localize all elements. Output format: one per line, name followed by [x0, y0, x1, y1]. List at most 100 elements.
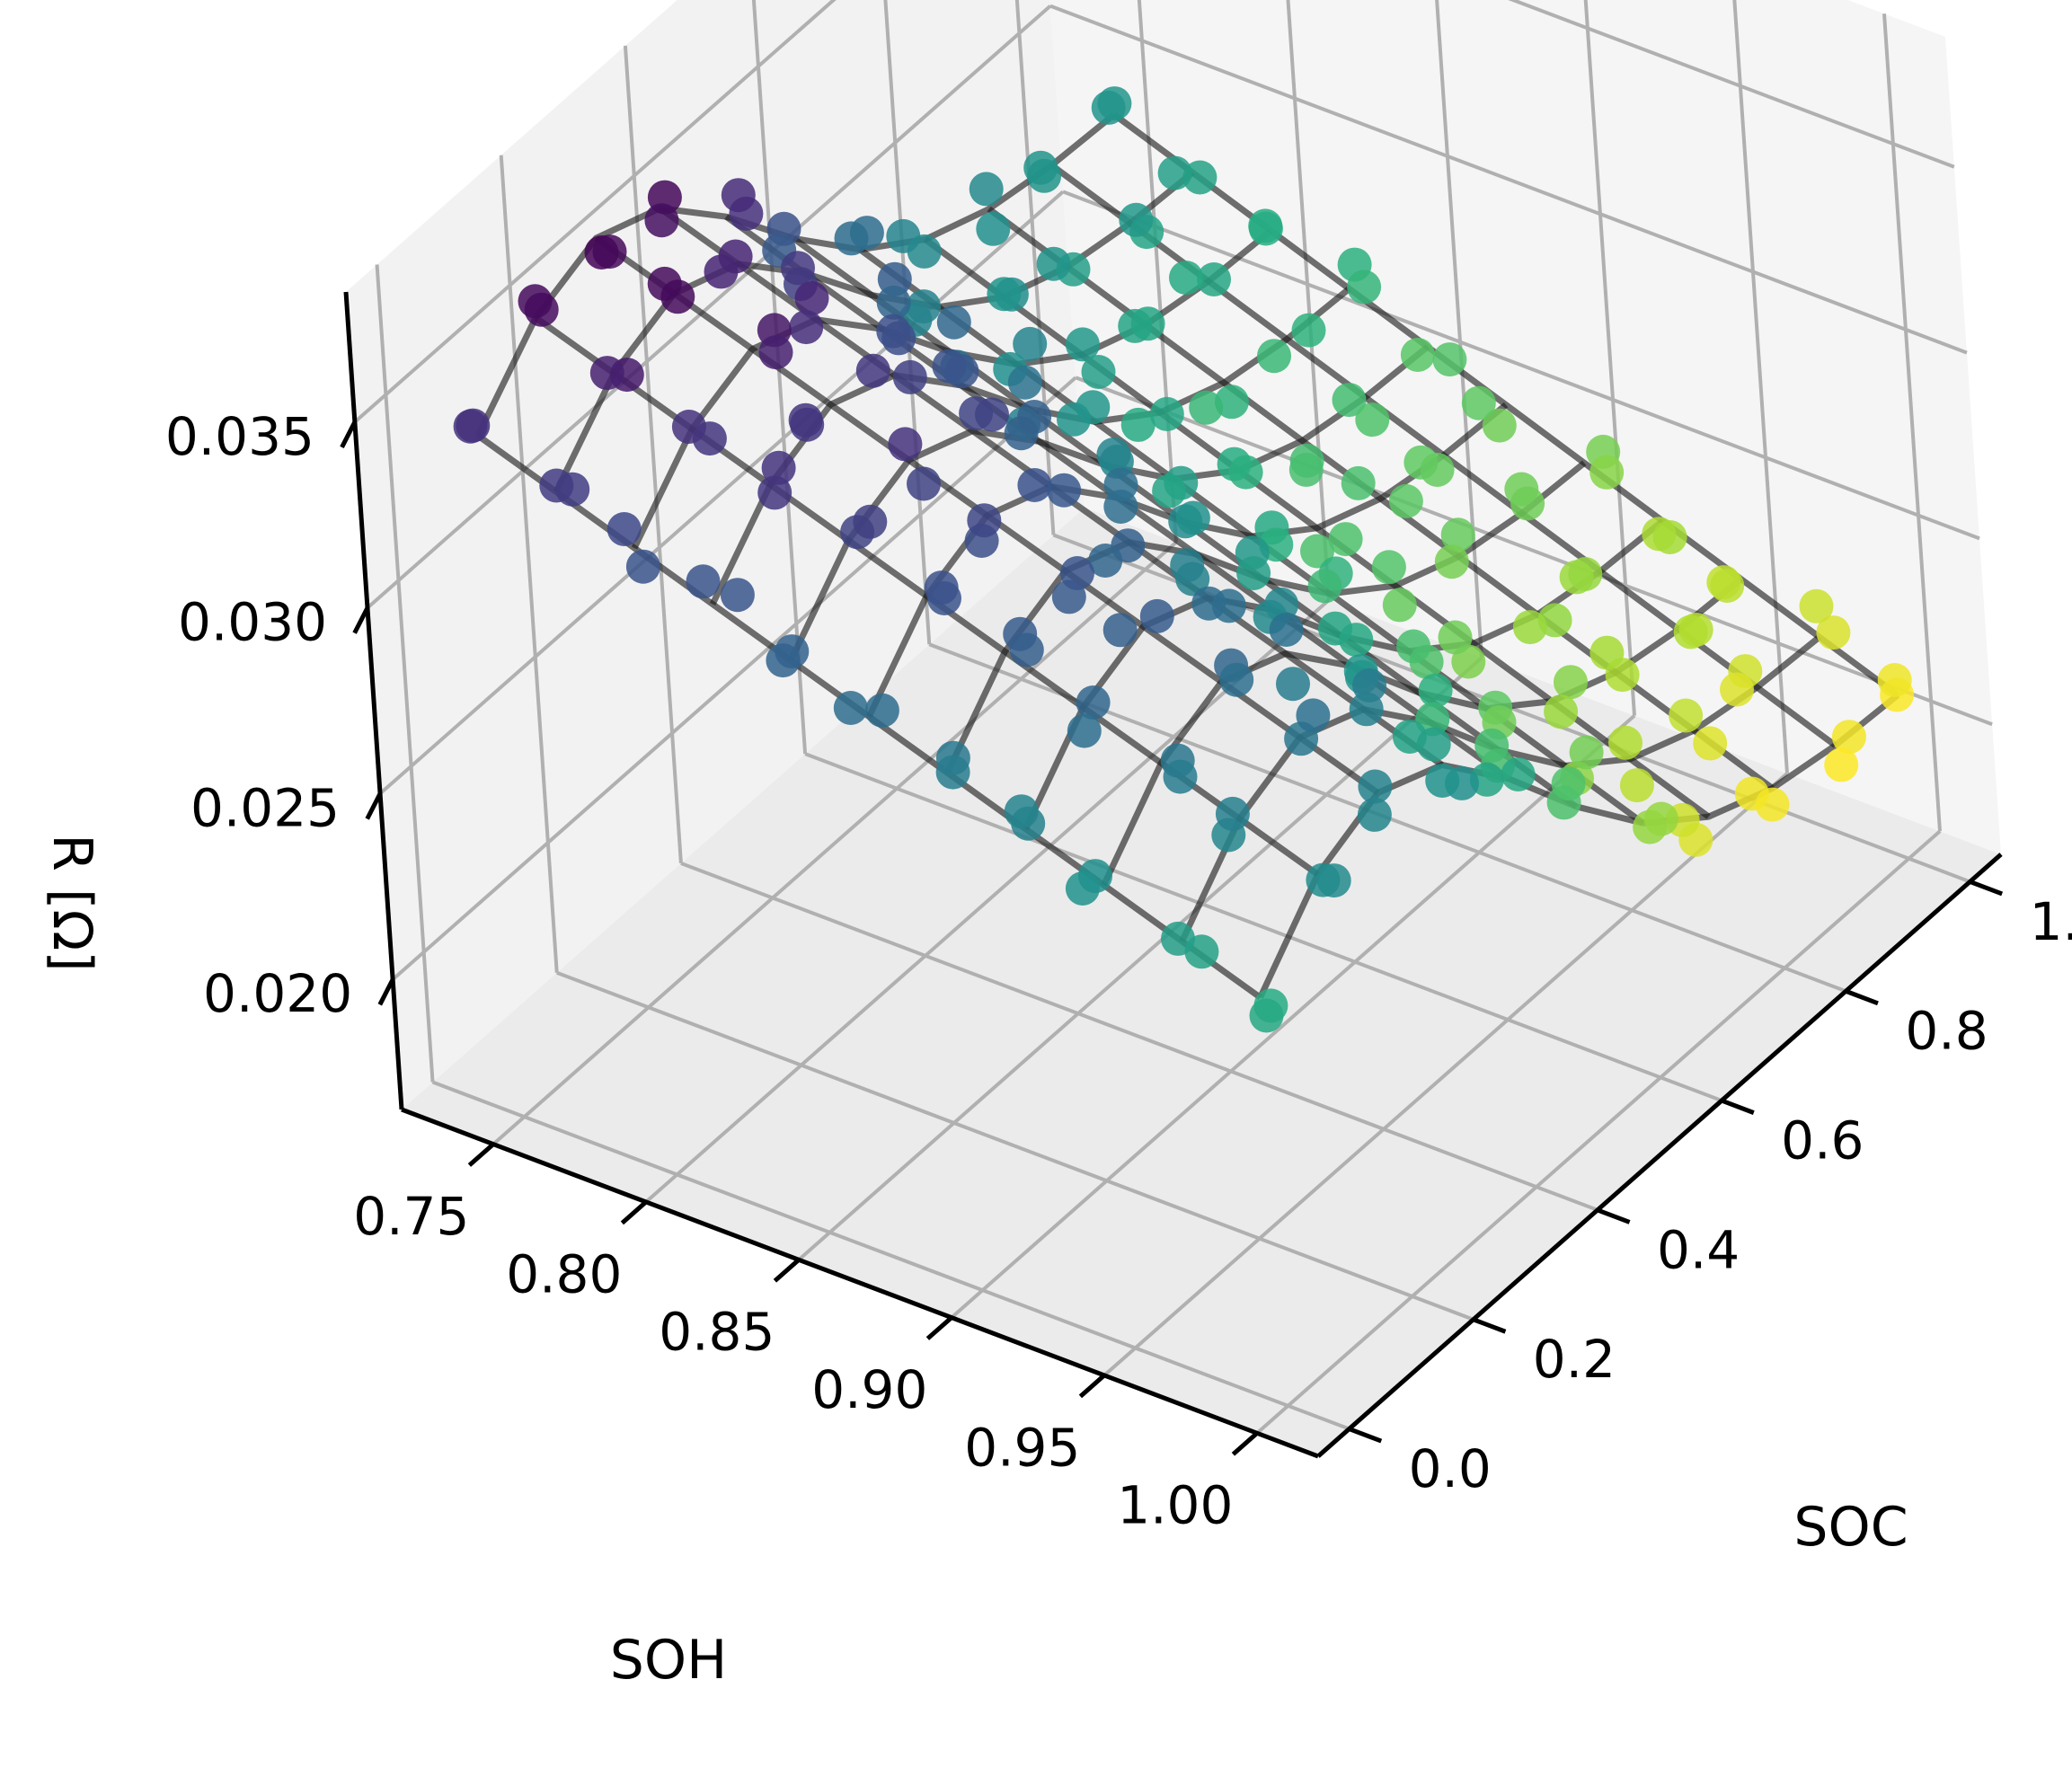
- data-point: [1047, 473, 1082, 508]
- data-point: [888, 427, 923, 462]
- data-point: [1139, 598, 1174, 633]
- grid-soh-floor: [1102, 772, 1789, 1377]
- data-point: [1341, 465, 1376, 500]
- grid-r-left: [366, 4, 1052, 610]
- data-point: [944, 354, 979, 389]
- r-tick-mark: [340, 420, 358, 448]
- grid-soh-floor: [797, 656, 1483, 1261]
- data-point: [1081, 355, 1116, 389]
- data-point: [1400, 338, 1435, 372]
- data-point: [1438, 620, 1473, 655]
- data-point: [1710, 569, 1745, 603]
- grid-soh-wall: [1732, 0, 1789, 774]
- data-point: [775, 634, 810, 669]
- soc-tick-label: 0.0: [1409, 1438, 1492, 1499]
- data-point: [1347, 270, 1382, 305]
- data-point: [1358, 769, 1393, 804]
- soh-tick-mark: [1231, 1431, 1259, 1456]
- data-point: [1469, 762, 1504, 797]
- data-point: [1067, 713, 1102, 748]
- grid-soc-wall: [1014, 0, 1056, 535]
- soh-tick-label: 0.95: [964, 1417, 1080, 1478]
- data-point: [1307, 569, 1342, 604]
- data-point: [892, 359, 927, 394]
- data-point: [794, 281, 829, 315]
- data-point: [1057, 402, 1091, 437]
- data-point: [1096, 438, 1131, 472]
- grid-soh-wall: [1435, 0, 1483, 659]
- soh-tick-labels: 0.75 0.80 0.85 0.90 0.95 1.00: [353, 1186, 1233, 1536]
- data-point: [1382, 588, 1417, 623]
- data-point: [1420, 453, 1455, 487]
- data-point: [1816, 615, 1851, 650]
- data-point: [592, 234, 627, 270]
- data-point: [833, 691, 868, 725]
- data-point: [1013, 326, 1048, 361]
- data-point: [1023, 150, 1058, 185]
- grid-r-left: [391, 376, 1077, 981]
- data-point: [1009, 632, 1044, 667]
- data-point: [1512, 610, 1547, 645]
- data-point: [789, 310, 824, 345]
- data-point: [1065, 327, 1100, 362]
- data-point: [1349, 692, 1384, 727]
- data-point: [1219, 662, 1254, 697]
- data-point: [1652, 520, 1687, 554]
- data-point: [1163, 759, 1198, 794]
- data-point: [1608, 725, 1643, 760]
- data-point: [876, 285, 911, 320]
- data-point: [1169, 261, 1203, 296]
- data-point: [876, 314, 911, 349]
- data-point: [1269, 613, 1304, 647]
- soh-tick-mark: [925, 1315, 953, 1340]
- grid-r-right: [1075, 376, 1993, 727]
- grid-soc-floor: [556, 970, 1474, 1322]
- data-point: [1076, 685, 1111, 720]
- grid-soc-floor: [431, 1080, 1350, 1431]
- data-point: [1418, 673, 1453, 708]
- data-point: [1554, 665, 1588, 700]
- data-point: [1355, 402, 1390, 438]
- wire-soc-line: [987, 206, 1775, 791]
- data-point: [1633, 809, 1668, 844]
- soc-tick-mark: [1721, 1098, 1755, 1115]
- data-point: [1318, 611, 1352, 646]
- data-point: [1017, 468, 1052, 502]
- data-point: [1461, 385, 1496, 420]
- soh-axis-line: [401, 1107, 1319, 1459]
- data-point: [1017, 400, 1052, 434]
- axis-panes: [346, 0, 2001, 1456]
- data-point: [1130, 306, 1165, 341]
- data-point: [1119, 202, 1154, 237]
- data-point: [1678, 613, 1713, 647]
- data-point: [1296, 698, 1331, 733]
- data-point: [1328, 522, 1363, 557]
- soh-tick-label: 0.75: [353, 1186, 469, 1247]
- grid-soh-wall: [1882, 13, 1942, 832]
- data-point: [1152, 473, 1187, 508]
- data-point: [1755, 787, 1790, 822]
- data-point: [969, 172, 1004, 207]
- data-point: [1589, 635, 1625, 670]
- wire-soc-line: [1111, 111, 1900, 698]
- grid-r-left: [353, 0, 837, 424]
- data-point: [1720, 672, 1754, 707]
- data-point: [936, 305, 971, 340]
- data-point: [1191, 586, 1226, 621]
- data-point: [849, 216, 884, 251]
- data-point: [1425, 764, 1460, 798]
- data-point: [625, 549, 660, 584]
- soc-tick-mark: [1969, 880, 2004, 897]
- grid-r-right: [1049, 4, 1968, 355]
- data-point: [1551, 766, 1586, 801]
- data-point: [1157, 155, 1192, 190]
- data-point: [686, 564, 721, 599]
- soc-tick-label: 0.4: [1657, 1219, 1740, 1280]
- data-point: [718, 239, 753, 274]
- data-point: [1007, 365, 1042, 400]
- data-point: [1357, 797, 1392, 832]
- axis-lines: [340, 291, 2004, 1459]
- data-point: [761, 450, 796, 485]
- data-point: [1416, 727, 1451, 762]
